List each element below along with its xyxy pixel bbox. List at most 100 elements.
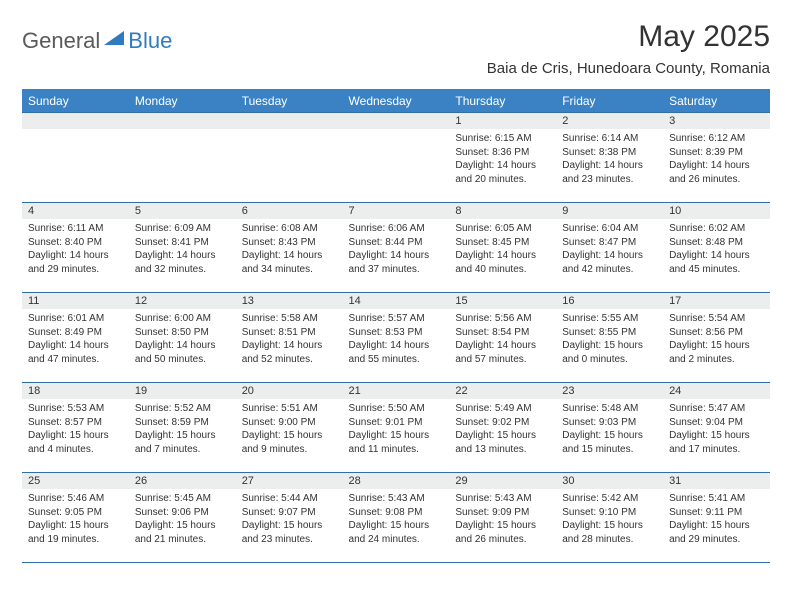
calendar-cell: 22Sunrise: 5:49 AMSunset: 9:02 PMDayligh…: [449, 383, 556, 473]
day-number-empty: [236, 113, 343, 129]
day-body: Sunrise: 5:57 AMSunset: 8:53 PMDaylight:…: [343, 309, 450, 372]
day-body: Sunrise: 5:42 AMSunset: 9:10 PMDaylight:…: [556, 489, 663, 552]
calendar-cell: 29Sunrise: 5:43 AMSunset: 9:09 PMDayligh…: [449, 473, 556, 563]
day-number: 9: [556, 203, 663, 219]
location: Baia de Cris, Hunedoara County, Romania: [487, 60, 770, 77]
calendar-cell: 21Sunrise: 5:50 AMSunset: 9:01 PMDayligh…: [343, 383, 450, 473]
day-number: 8: [449, 203, 556, 219]
day-number-empty: [129, 113, 236, 129]
day-body: Sunrise: 6:05 AMSunset: 8:45 PMDaylight:…: [449, 219, 556, 282]
logo: General Blue: [22, 28, 172, 54]
calendar-row: 25Sunrise: 5:46 AMSunset: 9:05 PMDayligh…: [22, 473, 770, 563]
day-number: 13: [236, 293, 343, 309]
day-body: Sunrise: 5:54 AMSunset: 8:56 PMDaylight:…: [663, 309, 770, 372]
day-number: 11: [22, 293, 129, 309]
day-body: Sunrise: 5:50 AMSunset: 9:01 PMDaylight:…: [343, 399, 450, 462]
day-body: Sunrise: 6:09 AMSunset: 8:41 PMDaylight:…: [129, 219, 236, 282]
day-body: Sunrise: 5:43 AMSunset: 9:09 PMDaylight:…: [449, 489, 556, 552]
day-body: Sunrise: 5:41 AMSunset: 9:11 PMDaylight:…: [663, 489, 770, 552]
calendar-cell: [22, 113, 129, 203]
day-number: 6: [236, 203, 343, 219]
day-number: 14: [343, 293, 450, 309]
calendar-row: 11Sunrise: 6:01 AMSunset: 8:49 PMDayligh…: [22, 293, 770, 383]
calendar-cell: 31Sunrise: 5:41 AMSunset: 9:11 PMDayligh…: [663, 473, 770, 563]
calendar-cell: 7Sunrise: 6:06 AMSunset: 8:44 PMDaylight…: [343, 203, 450, 293]
day-number: 12: [129, 293, 236, 309]
day-number: 24: [663, 383, 770, 399]
day-number: 22: [449, 383, 556, 399]
day-number: 26: [129, 473, 236, 489]
dow-wednesday: Wednesday: [343, 90, 450, 113]
day-body: Sunrise: 5:46 AMSunset: 9:05 PMDaylight:…: [22, 489, 129, 552]
calendar-cell: [343, 113, 450, 203]
day-number: 30: [556, 473, 663, 489]
day-number: 2: [556, 113, 663, 129]
header: General Blue May 2025 Baia de Cris, Hune…: [22, 20, 770, 85]
calendar-cell: 16Sunrise: 5:55 AMSunset: 8:55 PMDayligh…: [556, 293, 663, 383]
day-body: Sunrise: 5:55 AMSunset: 8:55 PMDaylight:…: [556, 309, 663, 372]
calendar-cell: 24Sunrise: 5:47 AMSunset: 9:04 PMDayligh…: [663, 383, 770, 473]
dow-monday: Monday: [129, 90, 236, 113]
day-body: Sunrise: 5:44 AMSunset: 9:07 PMDaylight:…: [236, 489, 343, 552]
calendar-cell: 11Sunrise: 6:01 AMSunset: 8:49 PMDayligh…: [22, 293, 129, 383]
day-body: Sunrise: 6:15 AMSunset: 8:36 PMDaylight:…: [449, 129, 556, 192]
month-title: May 2025: [487, 20, 770, 54]
calendar-cell: 5Sunrise: 6:09 AMSunset: 8:41 PMDaylight…: [129, 203, 236, 293]
calendar-cell: 20Sunrise: 5:51 AMSunset: 9:00 PMDayligh…: [236, 383, 343, 473]
dow-row: Sunday Monday Tuesday Wednesday Thursday…: [22, 90, 770, 113]
calendar-cell: [129, 113, 236, 203]
day-number: 25: [22, 473, 129, 489]
calendar-cell: 17Sunrise: 5:54 AMSunset: 8:56 PMDayligh…: [663, 293, 770, 383]
calendar-cell: 1Sunrise: 6:15 AMSunset: 8:36 PMDaylight…: [449, 113, 556, 203]
logo-triangle-icon: [104, 29, 126, 47]
calendar-cell: 9Sunrise: 6:04 AMSunset: 8:47 PMDaylight…: [556, 203, 663, 293]
day-body: Sunrise: 6:00 AMSunset: 8:50 PMDaylight:…: [129, 309, 236, 372]
day-number: 3: [663, 113, 770, 129]
day-body: Sunrise: 5:45 AMSunset: 9:06 PMDaylight:…: [129, 489, 236, 552]
day-number: 1: [449, 113, 556, 129]
day-body: Sunrise: 5:58 AMSunset: 8:51 PMDaylight:…: [236, 309, 343, 372]
dow-tuesday: Tuesday: [236, 90, 343, 113]
calendar-cell: 26Sunrise: 5:45 AMSunset: 9:06 PMDayligh…: [129, 473, 236, 563]
day-number-empty: [22, 113, 129, 129]
day-number: 29: [449, 473, 556, 489]
day-body: Sunrise: 5:43 AMSunset: 9:08 PMDaylight:…: [343, 489, 450, 552]
calendar-cell: 8Sunrise: 6:05 AMSunset: 8:45 PMDaylight…: [449, 203, 556, 293]
calendar-cell: 15Sunrise: 5:56 AMSunset: 8:54 PMDayligh…: [449, 293, 556, 383]
calendar-cell: 14Sunrise: 5:57 AMSunset: 8:53 PMDayligh…: [343, 293, 450, 383]
day-number: 27: [236, 473, 343, 489]
calendar-cell: 13Sunrise: 5:58 AMSunset: 8:51 PMDayligh…: [236, 293, 343, 383]
day-number: 5: [129, 203, 236, 219]
dow-thursday: Thursday: [449, 90, 556, 113]
day-body: Sunrise: 6:01 AMSunset: 8:49 PMDaylight:…: [22, 309, 129, 372]
calendar-cell: 19Sunrise: 5:52 AMSunset: 8:59 PMDayligh…: [129, 383, 236, 473]
day-body: Sunrise: 6:11 AMSunset: 8:40 PMDaylight:…: [22, 219, 129, 282]
day-number: 21: [343, 383, 450, 399]
logo-word2: Blue: [128, 28, 172, 54]
calendar-cell: 3Sunrise: 6:12 AMSunset: 8:39 PMDaylight…: [663, 113, 770, 203]
calendar-cell: 12Sunrise: 6:00 AMSunset: 8:50 PMDayligh…: [129, 293, 236, 383]
day-number: 19: [129, 383, 236, 399]
day-number: 31: [663, 473, 770, 489]
day-body: Sunrise: 5:48 AMSunset: 9:03 PMDaylight:…: [556, 399, 663, 462]
day-body: Sunrise: 6:08 AMSunset: 8:43 PMDaylight:…: [236, 219, 343, 282]
day-number: 18: [22, 383, 129, 399]
day-number: 23: [556, 383, 663, 399]
calendar-cell: 28Sunrise: 5:43 AMSunset: 9:08 PMDayligh…: [343, 473, 450, 563]
dow-sunday: Sunday: [22, 90, 129, 113]
day-number: 15: [449, 293, 556, 309]
day-body: Sunrise: 5:52 AMSunset: 8:59 PMDaylight:…: [129, 399, 236, 462]
day-number: 28: [343, 473, 450, 489]
day-number-empty: [343, 113, 450, 129]
dow-friday: Friday: [556, 90, 663, 113]
calendar-cell: 27Sunrise: 5:44 AMSunset: 9:07 PMDayligh…: [236, 473, 343, 563]
calendar-cell: 30Sunrise: 5:42 AMSunset: 9:10 PMDayligh…: [556, 473, 663, 563]
day-body: Sunrise: 6:04 AMSunset: 8:47 PMDaylight:…: [556, 219, 663, 282]
calendar-row: 4Sunrise: 6:11 AMSunset: 8:40 PMDaylight…: [22, 203, 770, 293]
logo-word1: General: [22, 28, 100, 54]
day-body: Sunrise: 6:12 AMSunset: 8:39 PMDaylight:…: [663, 129, 770, 192]
day-number: 20: [236, 383, 343, 399]
day-body: Sunrise: 6:02 AMSunset: 8:48 PMDaylight:…: [663, 219, 770, 282]
day-number: 10: [663, 203, 770, 219]
title-block: May 2025 Baia de Cris, Hunedoara County,…: [487, 20, 770, 85]
